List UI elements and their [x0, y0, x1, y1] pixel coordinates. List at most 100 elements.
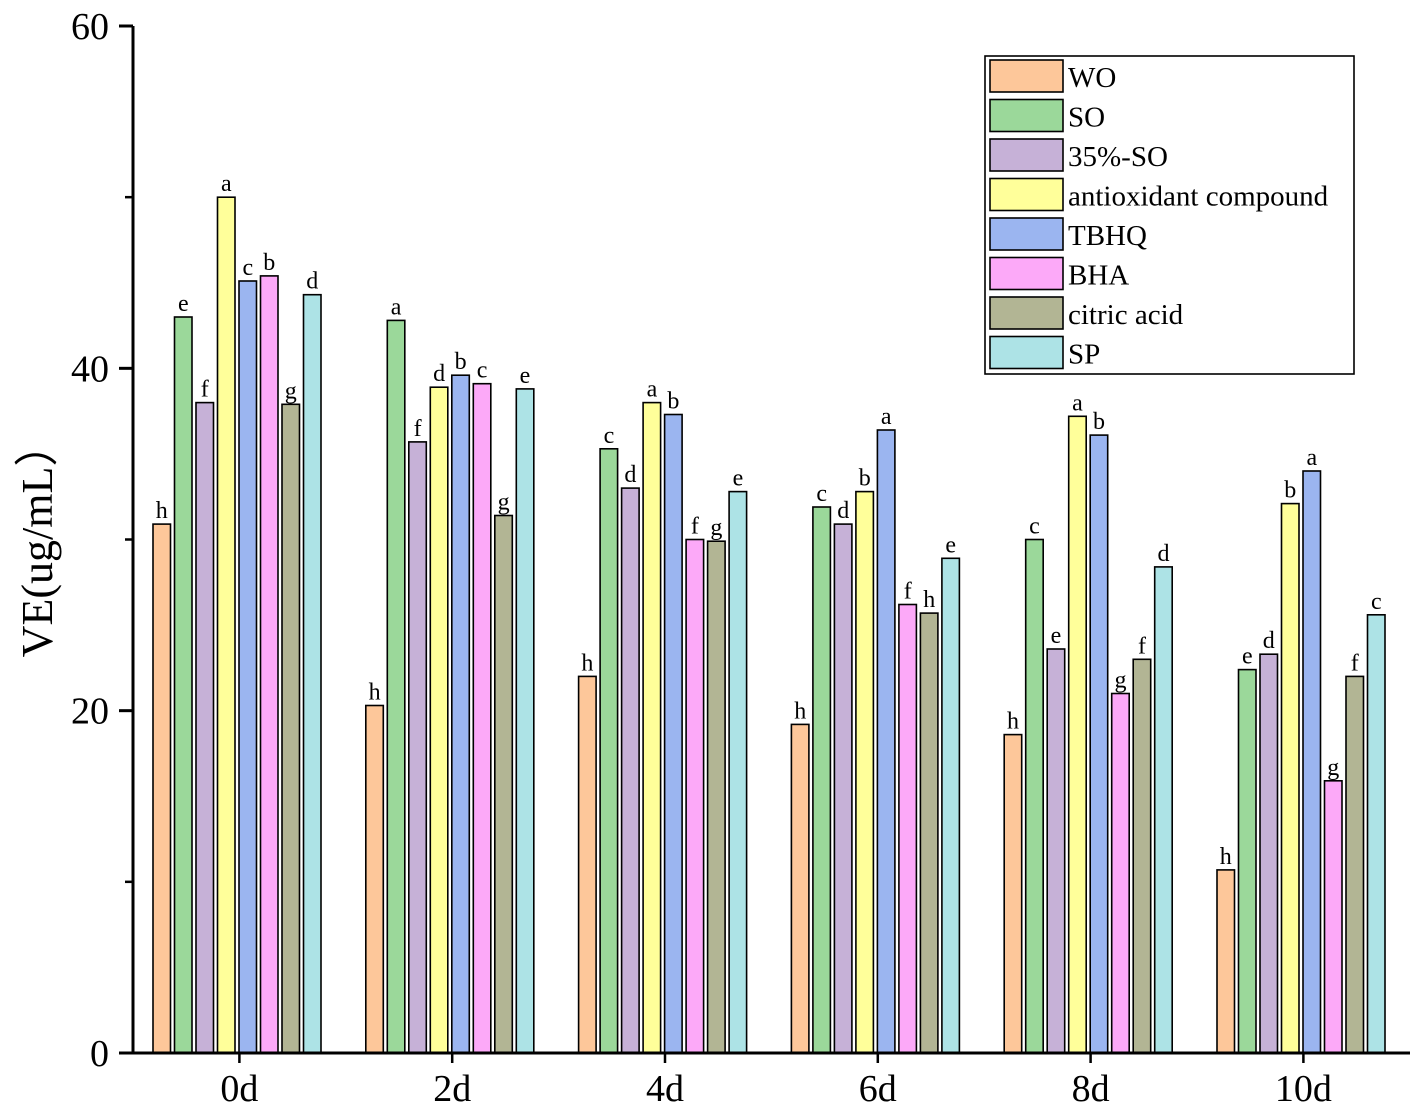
y-tick-label: 40 [71, 348, 109, 390]
legend-label: 35%-SO [1068, 141, 1168, 173]
bar-so-0d [173, 316, 193, 1054]
legend-label: SP [1068, 339, 1100, 371]
bar-antioxidant-compound-4d [642, 401, 662, 1054]
bar-35-so-0d [195, 401, 215, 1054]
significance-letter: a [1072, 390, 1083, 416]
significance-letter: d [624, 462, 636, 488]
bar-wo-0d [152, 523, 172, 1054]
legend-swatch-so [989, 98, 1064, 133]
x-category-label: 8d [1072, 1068, 1110, 1110]
significance-letter: d [1158, 541, 1170, 567]
legend-label: TBHQ [1068, 220, 1147, 252]
bar-antioxidant-compound-2d [429, 386, 449, 1054]
bar-35-so-2d [407, 441, 428, 1054]
y-tick-label: 0 [90, 1033, 109, 1075]
bar-wo-6d [790, 723, 810, 1054]
significance-letter: h [794, 698, 806, 724]
bar-so-6d [812, 506, 832, 1054]
significance-letter: g [1115, 668, 1127, 694]
significance-letter: g [1327, 755, 1339, 781]
significance-letter: e [178, 291, 189, 317]
bar-wo-8d [1003, 733, 1023, 1054]
bar-citric-acid-8d [1132, 658, 1152, 1054]
significance-letter: h [1007, 709, 1019, 735]
x-category-label: 2d [433, 1068, 471, 1110]
legend-label: SO [1068, 102, 1105, 134]
bar-sp-8d [1153, 566, 1173, 1054]
significance-letter: b [1284, 478, 1296, 504]
significance-letter: b [263, 250, 275, 276]
significance-letter: h [923, 587, 935, 613]
significance-letter: d [837, 498, 849, 524]
bar-citric-acid-6d [919, 612, 939, 1054]
significance-letter: d [306, 269, 318, 295]
significance-letter: a [647, 377, 658, 403]
significance-letter: e [1051, 623, 1062, 649]
bar-sp-6d [941, 557, 961, 1054]
legend: WO SO 35%-SO antioxidant compound TBHQ BHA cit… [984, 55, 1355, 375]
bar-antioxidant-compound-8d [1067, 415, 1087, 1054]
bar-wo-4d [577, 675, 597, 1054]
bar-citric-acid-4d [706, 540, 726, 1054]
significance-letter: b [1093, 409, 1105, 435]
significance-letter: f [1351, 650, 1359, 676]
bar-citric-acid-10d [1345, 675, 1365, 1054]
bar-so-2d [386, 319, 406, 1054]
significance-letter: f [904, 579, 912, 605]
legend-swatch-35-so [989, 138, 1064, 172]
x-category-label: 0d [220, 1068, 258, 1110]
bar-sp-2d [515, 388, 535, 1054]
bar-tbhq-4d [663, 413, 683, 1054]
significance-letter: d [433, 361, 445, 387]
bar-35-so-10d [1259, 653, 1279, 1054]
bar-bha-2d [472, 382, 492, 1054]
x-category-label: 10d [1275, 1068, 1332, 1110]
bar-tbhq-0d [238, 280, 258, 1054]
bar-sp-10d [1366, 613, 1386, 1054]
bar-sp-0d [302, 293, 322, 1054]
bar-bha-8d [1110, 692, 1130, 1054]
significance-letter: h [1220, 844, 1232, 870]
axes-layer: 0 20 40 60 0d 2d 4d 6d 8d 10d VE(ug/mL） [13, 6, 1410, 1110]
significance-letter: a [881, 404, 892, 430]
significance-letter: g [710, 515, 722, 541]
bar-35-so-8d [1046, 648, 1066, 1054]
legend-label: antioxidant compound [1068, 181, 1329, 213]
bar-antioxidant-compound-0d [216, 196, 236, 1054]
significance-letter: a [391, 294, 402, 320]
bar-so-8d [1024, 538, 1044, 1054]
bar-citric-acid-0d [281, 403, 301, 1054]
legend-label: BHA [1068, 260, 1129, 292]
legend-label: citric acid [1068, 299, 1184, 331]
significance-letter: g [498, 490, 510, 516]
bar-bha-10d [1323, 779, 1343, 1054]
significance-letter: a [221, 171, 232, 197]
bar-sp-4d [728, 490, 748, 1054]
significance-letter: e [520, 363, 531, 389]
bar-antioxidant-compound-6d [855, 490, 875, 1054]
x-category-label: 4d [646, 1068, 684, 1110]
significance-letter: f [414, 416, 422, 442]
significance-letter: e [945, 532, 956, 558]
bar-citric-acid-2d [493, 514, 514, 1054]
significance-letter: g [285, 378, 297, 404]
bar-tbhq-8d [1089, 434, 1109, 1054]
significance-letter: e [1242, 644, 1253, 670]
bar-bha-0d [259, 275, 279, 1054]
bar-35-so-6d [833, 523, 853, 1054]
significance-letter: f [201, 377, 209, 403]
significance-letter: c [477, 358, 488, 384]
significance-letter: a [1306, 445, 1317, 471]
legend-swatch-tbhq [989, 217, 1064, 251]
bar-tbhq-6d [876, 429, 896, 1054]
significance-letter: b [667, 389, 679, 415]
bar-wo-10d [1216, 869, 1236, 1054]
bar-bha-6d [898, 603, 918, 1054]
legend-swatch-wo [989, 59, 1064, 93]
significance-letter: c [604, 423, 615, 449]
bar-tbhq-2d [450, 374, 471, 1054]
legend-swatch-antioxidant-compound [989, 177, 1064, 212]
significance-letter: h [581, 650, 593, 676]
